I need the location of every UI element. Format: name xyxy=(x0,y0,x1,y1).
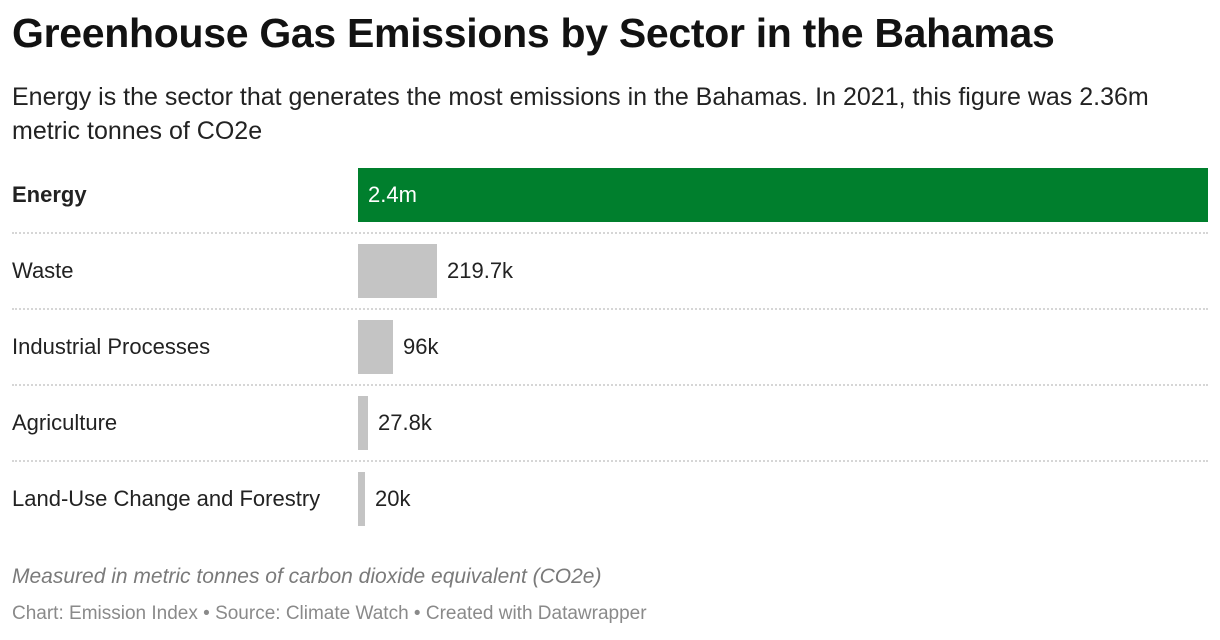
bar xyxy=(358,472,365,526)
bar-chart: Energy 2.4m Waste 219.7k Industrial Processe… xyxy=(0,168,1220,528)
value-label: 2.4m xyxy=(368,182,417,207)
value-label: 20k xyxy=(375,486,411,511)
category-label: Agriculture xyxy=(12,410,118,435)
bar-row: Land-Use Change and Forestry 20k xyxy=(0,472,1220,548)
value-label: 27.8k xyxy=(378,410,432,435)
row-divider xyxy=(12,384,1208,386)
category-label: Land-Use Change and Forestry xyxy=(12,486,321,511)
value-label: 219.7k xyxy=(447,258,514,283)
row-divider xyxy=(12,308,1208,310)
bar-row: Energy 2.4m xyxy=(0,168,1220,244)
bar xyxy=(358,320,393,374)
bar-row: Industrial Processes 96k xyxy=(0,320,1220,396)
bar xyxy=(358,396,368,450)
chart-subtitle: Energy is the sector that generates the … xyxy=(12,83,1149,145)
bar xyxy=(358,168,1208,222)
row-divider xyxy=(12,232,1208,234)
bar-row: Waste 219.7k xyxy=(0,244,1220,320)
bar-row: Agriculture 27.8k xyxy=(0,396,1220,472)
category-label: Waste xyxy=(12,258,74,283)
chart-notes: Measured in metric tonnes of carbon diox… xyxy=(12,565,602,588)
row-divider xyxy=(12,460,1208,462)
category-label: Energy xyxy=(12,182,87,207)
bar xyxy=(358,244,437,298)
chart-title: Greenhouse Gas Emissions by Sector in th… xyxy=(12,10,1055,56)
chart-footer: Chart: Emission Index • Source: Climate … xyxy=(12,603,647,624)
category-label: Industrial Processes xyxy=(12,334,211,359)
value-label: 96k xyxy=(403,334,439,359)
